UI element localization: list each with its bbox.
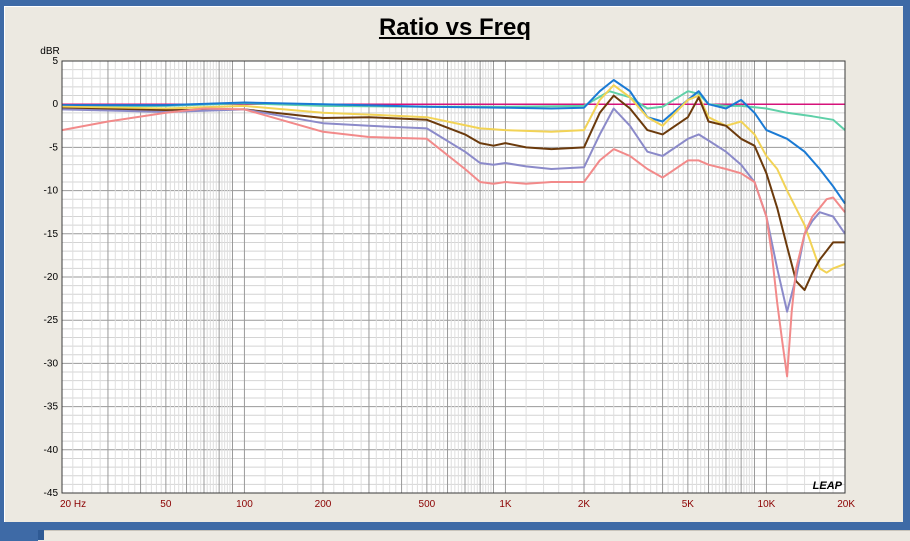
y-tick-label: -35	[44, 402, 59, 413]
y-tick-label: -45	[44, 488, 59, 499]
x-tick-label: 5K	[682, 499, 695, 510]
y-tick-label: -40	[44, 445, 59, 456]
series-line-4	[61, 94, 845, 291]
x-tick-label: 20 Hz	[60, 499, 86, 510]
x-tick-label: 50	[160, 499, 172, 510]
series-line-3	[61, 84, 846, 274]
y-tick-label: -30	[44, 358, 59, 369]
y-tick-label: 0	[52, 99, 58, 110]
series-line-6	[61, 107, 846, 378]
strip-handle	[38, 530, 44, 540]
plot-frame	[61, 60, 846, 494]
x-tick-label: 2K	[578, 499, 591, 510]
y-tick-label: -20	[44, 272, 59, 283]
chart-title: Ratio vs Freq	[378, 14, 532, 41]
y-axis-label: dBR	[40, 46, 59, 57]
leap-logo: LEAP	[813, 480, 843, 492]
x-tick-label: 100	[236, 499, 253, 510]
x-tick-label: 200	[315, 499, 332, 510]
y-tick-label: -10	[44, 186, 59, 197]
x-tick-label: 500	[419, 499, 436, 510]
y-tick-label: -5	[49, 142, 58, 153]
x-tick-label: 20K	[837, 499, 855, 510]
series-line-2	[62, 79, 846, 205]
y-tick-label: -15	[44, 229, 59, 240]
y-tick-label: 5	[52, 56, 58, 67]
x-tick-label: 10K	[758, 499, 776, 510]
x-tick-label: 1K	[499, 499, 512, 510]
status-strip	[38, 530, 910, 541]
y-tick-label: -25	[44, 315, 59, 326]
series-line-1	[61, 90, 846, 131]
